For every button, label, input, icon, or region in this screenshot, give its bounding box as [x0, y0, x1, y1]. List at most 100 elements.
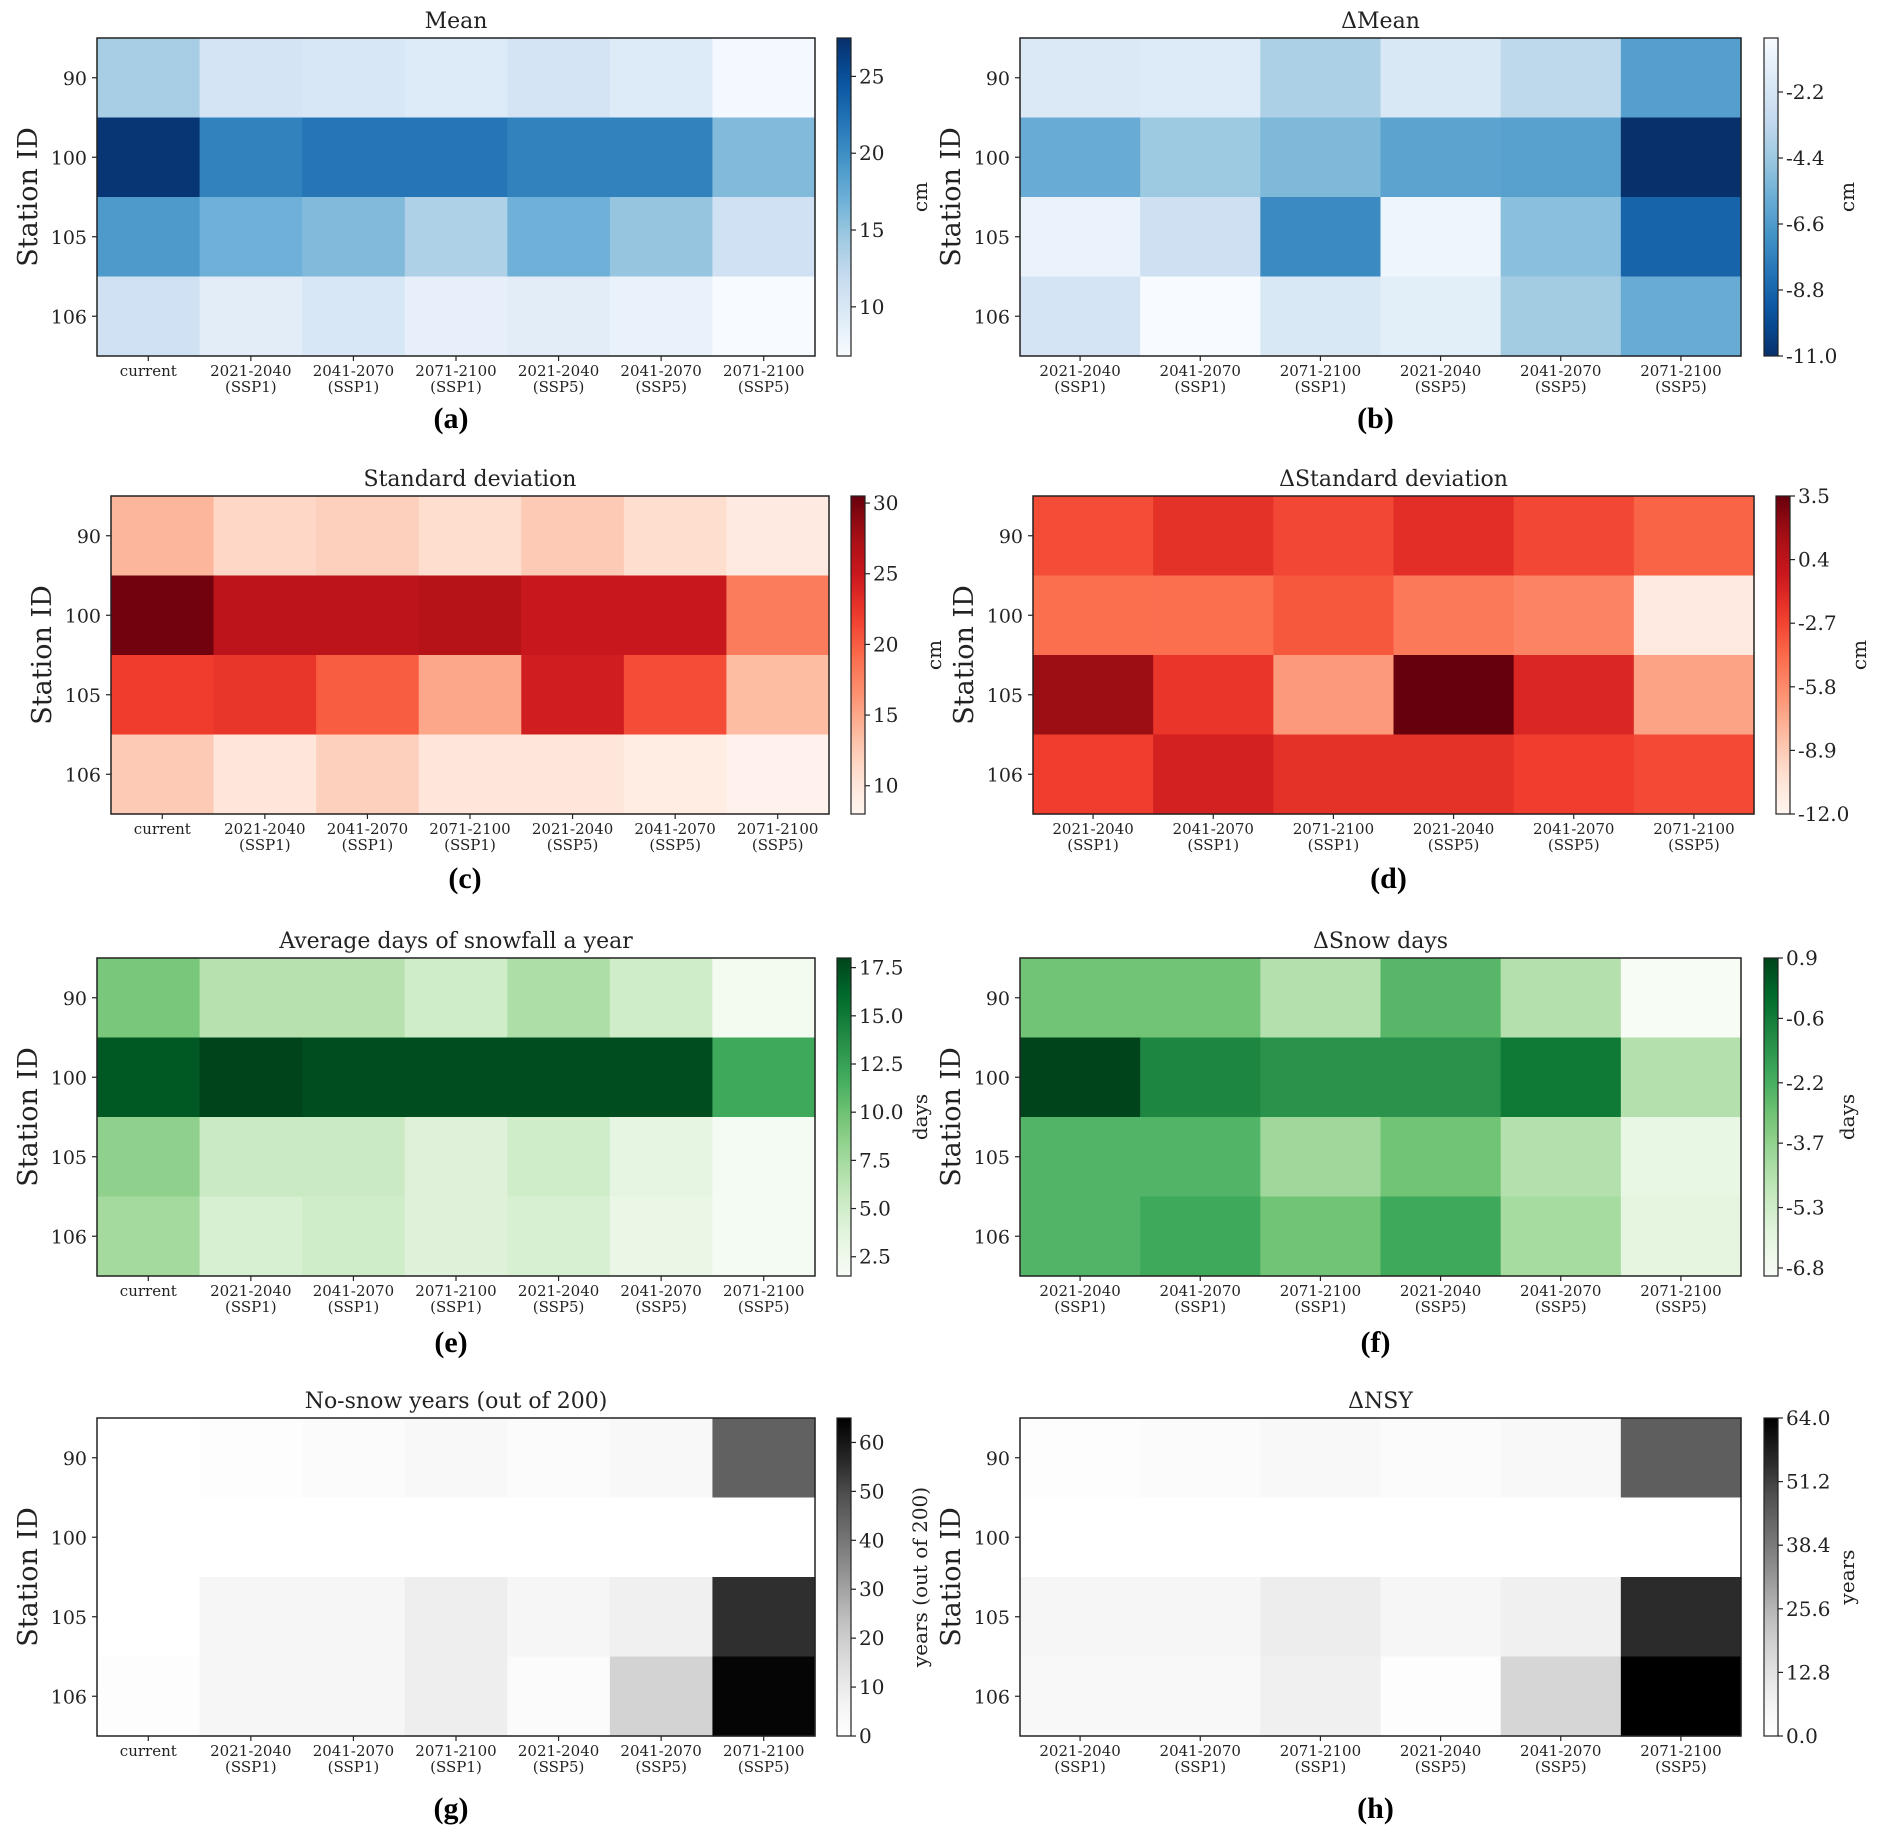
- heatmap-cell-b-r1-c3: [1380, 117, 1502, 198]
- y-axis-label-a: Station ID: [13, 127, 44, 266]
- heatmap-cell-f-r2-c4: [1500, 1117, 1622, 1198]
- x-tick-label-g-3-0: 2071-2100: [415, 1742, 496, 1760]
- x-tick-label-c-5-1: (SSP5): [649, 836, 701, 854]
- heatmap-cell-a-r2-c6: [712, 197, 816, 278]
- heatmap-cell-h-r2-c0: [1020, 1577, 1141, 1658]
- heatmap-cell-f-r0-c5: [1620, 958, 1742, 1039]
- heatmap-cell-c-r1-c3: [418, 575, 522, 656]
- x-tick-label-b-0-1: (SSP1): [1054, 378, 1106, 396]
- heatmap-cell-h-r1-c2: [1260, 1497, 1382, 1578]
- heatmap-cell-c-r1-c6: [726, 575, 830, 656]
- panel-label-c: (c): [448, 862, 481, 895]
- x-tick-label-d-5-1: (SSP5): [1668, 836, 1720, 854]
- y-tick-label-d-0: 90: [999, 526, 1023, 548]
- x-tick-label-e-1-0: 2021-2040: [210, 1282, 291, 1300]
- y-tick-label-a-0: 90: [63, 68, 87, 90]
- x-tick-label-f-2-0: 2071-2100: [1280, 1282, 1361, 1300]
- heatmap-cell-c-r2-c1: [213, 655, 317, 736]
- colorbar-tick-label-g-4: 20: [859, 1626, 884, 1650]
- y-tick-label-d-3: 106: [987, 764, 1023, 786]
- y-tick-label-b-3: 106: [974, 306, 1010, 328]
- y-tick-label-a-2: 105: [51, 227, 87, 249]
- x-tick-label-a-3-1: (SSP1): [430, 378, 482, 396]
- heatmap-cell-e-r2-c0: [97, 1117, 201, 1198]
- colorbar-h: [1763, 1417, 1779, 1737]
- colorbar-tick-label-f-4: -5.3: [1786, 1196, 1825, 1220]
- y-axis-label-f: Station ID: [936, 1047, 967, 1186]
- heatmap-cell-h-r1-c4: [1500, 1497, 1622, 1578]
- heatmap-cell-a-r1-c4: [507, 117, 611, 198]
- x-tick-label-e-4-0: 2021-2040: [518, 1282, 599, 1300]
- heatmap-cell-h-r0-c4: [1500, 1418, 1622, 1499]
- heatmap-cell-g-r3-c2: [302, 1656, 406, 1737]
- x-tick-label-d-1-1: (SSP1): [1187, 836, 1239, 854]
- panel-g: No-snow years (out of 200)90100105106Sta…: [13, 1389, 932, 1825]
- heatmap-cell-a-r3-c5: [609, 276, 714, 357]
- y-tick-label-e-1: 100: [51, 1067, 87, 1089]
- heatmap-cell-d-r0-c3: [1393, 496, 1515, 577]
- panel-e: Average days of snowfall a year 90 100 105 1…: [13, 929, 932, 1359]
- colorbar-tick-label-e-3: 10.0: [859, 1100, 904, 1124]
- plot-frame-b: [1019, 37, 1742, 357]
- heatmap-cell-h-r2-c2: [1260, 1577, 1382, 1658]
- x-tick-label-a-4-1: (SSP5): [533, 378, 585, 396]
- heatmap-cell-c-r3-c5: [623, 734, 728, 815]
- x-tick-label-h-2-0: 2071-2100: [1280, 1742, 1361, 1760]
- heatmap-cell-c-r1-c4: [521, 575, 625, 656]
- x-tick-label-c-2-0: 2041-2070: [327, 820, 408, 838]
- chart-title-c: Standard deviation: [364, 467, 577, 492]
- heatmap-cell-a-r1-c1: [199, 117, 303, 198]
- colorbar-tick-label-d-2: -2.7: [1798, 611, 1837, 635]
- x-tick-label-h-5-0: 2071-2100: [1640, 1742, 1721, 1760]
- heatmap-cell-e-r1-c5: [609, 1037, 714, 1118]
- heatmap-cell-c-r1-c5: [623, 575, 728, 656]
- y-tick-label-a-1: 100: [51, 147, 87, 169]
- heatmap-cell-f-r2-c1: [1140, 1117, 1261, 1198]
- heatmap-cell-e-r3-c0: [97, 1196, 201, 1277]
- heatmap-cell-h-r0-c5: [1620, 1418, 1742, 1499]
- colorbar-tick-label-g-5: 10: [859, 1675, 884, 1699]
- colorbar-label-c: cm: [922, 640, 946, 670]
- x-tick-label-c-6-0: 2071-2100: [737, 820, 818, 838]
- x-tick-label-g-2-0: 2041-2070: [313, 1742, 394, 1760]
- heatmap-cell-h-r2-c3: [1380, 1577, 1502, 1658]
- x-tick-label-d-3-1: (SSP5): [1428, 836, 1480, 854]
- x-tick-label-a-2-1: (SSP1): [328, 378, 380, 396]
- plot-frame-f: [1019, 957, 1742, 1277]
- heatmap-cell-a-r2-c1: [199, 197, 303, 278]
- colorbar-e: [836, 957, 852, 1277]
- x-tick-label-a-2-0: 2041-2070: [313, 362, 394, 380]
- x-tick-label-a-5-1: (SSP5): [635, 378, 687, 396]
- colorbar-tick-label-h-2: 38.4: [1786, 1533, 1831, 1557]
- x-tick-label-d-1-0: 2041-2070: [1173, 820, 1254, 838]
- heatmap-cell-a-r2-c5: [609, 197, 714, 278]
- y-tick-label-h-1: 100: [974, 1527, 1010, 1549]
- y-tick-label-b-2: 105: [974, 227, 1010, 249]
- x-tick-label-c-4-1: (SSP5): [547, 836, 599, 854]
- heatmap-cell-g-r3-c5: [609, 1656, 714, 1737]
- heatmap-cell-d-r1-c5: [1633, 575, 1755, 656]
- heatmap-cell-d-r2-c1: [1153, 655, 1274, 736]
- y-tick-label-c-3: 106: [65, 764, 101, 786]
- x-tick-label-e-3-1: (SSP1): [430, 1298, 482, 1316]
- heatmap-cell-e-r3-c2: [302, 1196, 406, 1277]
- colorbar-tick-label-h-5: 0.0: [1786, 1724, 1818, 1748]
- heatmap-cell-e-r3-c4: [507, 1196, 611, 1277]
- heatmap-cell-d-r0-c4: [1513, 496, 1635, 577]
- x-tick-label-h-5-1: (SSP5): [1655, 1758, 1707, 1776]
- heatmap-cell-g-r1-c3: [404, 1497, 508, 1578]
- heatmap-cell-a-r0-c3: [404, 38, 508, 119]
- heatmap-cell-h-r3-c4: [1500, 1656, 1622, 1737]
- heatmap-cell-f-r2-c0: [1020, 1117, 1141, 1198]
- heatmap-cell-c-r2-c0: [111, 655, 215, 736]
- heatmap-cell-b-r3-c0: [1020, 276, 1141, 357]
- y-tick-label-f-2: 105: [974, 1147, 1010, 1169]
- heatmap-cell-g-r1-c6: [712, 1497, 816, 1578]
- heatmap-cell-h-r1-c1: [1140, 1497, 1261, 1578]
- heatmap-cell-b-r1-c2: [1260, 117, 1382, 198]
- heatmap-cell-d-r0-c1: [1153, 496, 1274, 577]
- colorbar-tick-label-f-1: -0.6: [1786, 1006, 1825, 1030]
- x-tick-label-h-3-1: (SSP5): [1415, 1758, 1467, 1776]
- heatmap-cell-e-r0-c6: [712, 958, 816, 1039]
